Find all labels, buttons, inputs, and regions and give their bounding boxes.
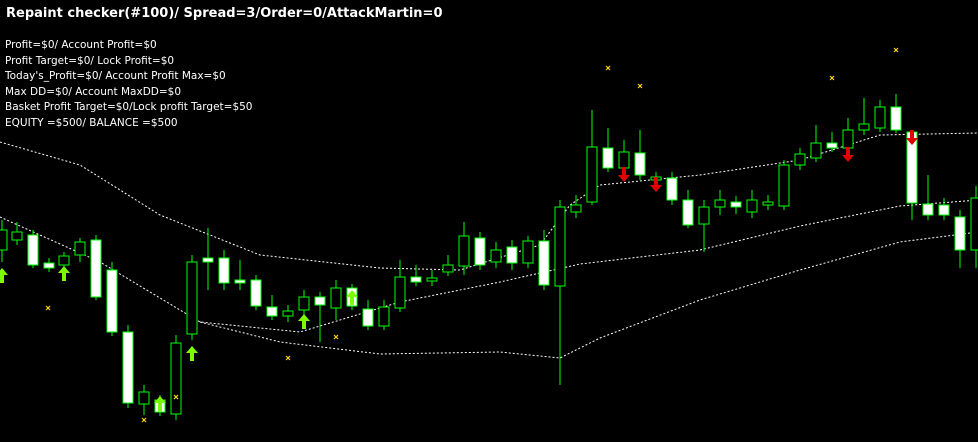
candle-body [122, 331, 134, 404]
candle-body [426, 277, 438, 282]
candle-body [186, 261, 198, 335]
marker [285, 355, 291, 361]
candle-body [922, 203, 934, 216]
candle-body [874, 106, 886, 129]
candle-body [778, 164, 790, 207]
marker [45, 305, 51, 311]
candle-body [682, 199, 694, 226]
candle-body [298, 296, 310, 311]
sell-arrow [618, 167, 630, 182]
candle-body [442, 264, 454, 273]
marker [605, 65, 611, 71]
info-line: Profit=$0/ Account Profit=$0 [5, 39, 157, 51]
marker [173, 394, 179, 400]
info-panel: Profit=$0/ Account Profit=$0 Profit Targe… [5, 38, 252, 131]
info-line: Profit Target=$0/ Lock Profit=$0 [5, 54, 175, 67]
candle-body [506, 246, 518, 264]
candle-body [362, 308, 374, 327]
marker [333, 334, 339, 340]
band-line [0, 199, 978, 333]
candle-body [730, 201, 742, 208]
candle-body [698, 206, 710, 225]
candle-body [618, 151, 630, 169]
candle-body [890, 106, 902, 131]
candle-body [27, 234, 39, 266]
buy-arrow [298, 314, 310, 329]
candle-body [954, 216, 966, 251]
buy-arrow [154, 396, 166, 411]
marker [893, 47, 899, 53]
candle-body [250, 279, 262, 307]
info-line: Max DD=$0/ Account MaxDD=$0 [5, 85, 182, 98]
candle-body [826, 142, 838, 149]
sell-arrow [842, 147, 854, 162]
candle-body [410, 276, 422, 283]
candle-body [746, 199, 758, 213]
info-line: EQUITY =$500/ BALANCE =$500 [5, 116, 178, 129]
candle-body [394, 276, 406, 309]
candle-body [43, 262, 55, 269]
candle-body [602, 147, 614, 169]
candle-body [794, 153, 806, 166]
candle-body [570, 204, 582, 213]
sell-arrow [906, 130, 918, 145]
marker [141, 417, 147, 423]
candle-body [970, 197, 978, 251]
buy-arrow [58, 266, 70, 281]
marker [829, 75, 835, 81]
marker [637, 83, 643, 89]
candle-body [0, 229, 8, 251]
candle-body [282, 310, 294, 317]
buy-arrow [0, 268, 8, 283]
band-line [199, 231, 978, 359]
candle-body [234, 279, 246, 284]
candle-body [522, 240, 534, 264]
candle-body [474, 237, 486, 266]
candle-body [58, 255, 70, 266]
candle-body [314, 296, 326, 306]
candle-body [106, 269, 118, 333]
band-line [0, 132, 978, 271]
candle-body [762, 201, 774, 206]
candle-body [11, 231, 23, 241]
candle-body [266, 306, 278, 317]
candle-body [74, 241, 86, 256]
title: Repaint checker(#100)/ Spread=3/Order=0/… [6, 6, 443, 21]
info-line: Today's_Profit=$0/ Account Profit Max=$0 [5, 70, 226, 82]
sell-arrow [650, 177, 662, 192]
candle-body [138, 391, 150, 405]
candle-body [458, 235, 470, 267]
candle-body [858, 123, 870, 131]
candle-body [202, 257, 214, 263]
candle-body [634, 152, 646, 176]
candle-body [490, 249, 502, 263]
buy-arrow [186, 346, 198, 361]
info-line: Basket Profit Target=$0/Lock profit Targ… [5, 101, 253, 113]
candle-body [170, 342, 182, 415]
candle-body [90, 239, 102, 298]
candle-body [842, 129, 854, 149]
buy-arrow [346, 290, 358, 305]
candle-body [810, 142, 822, 159]
candle-body [554, 206, 566, 287]
candle-body [714, 199, 726, 208]
candle-body [218, 257, 230, 284]
candle-body [538, 240, 550, 286]
candle-body [330, 287, 342, 309]
candle-body [378, 306, 390, 327]
candle-body [586, 146, 598, 203]
candle-body [666, 177, 678, 201]
candle-body [938, 204, 950, 216]
